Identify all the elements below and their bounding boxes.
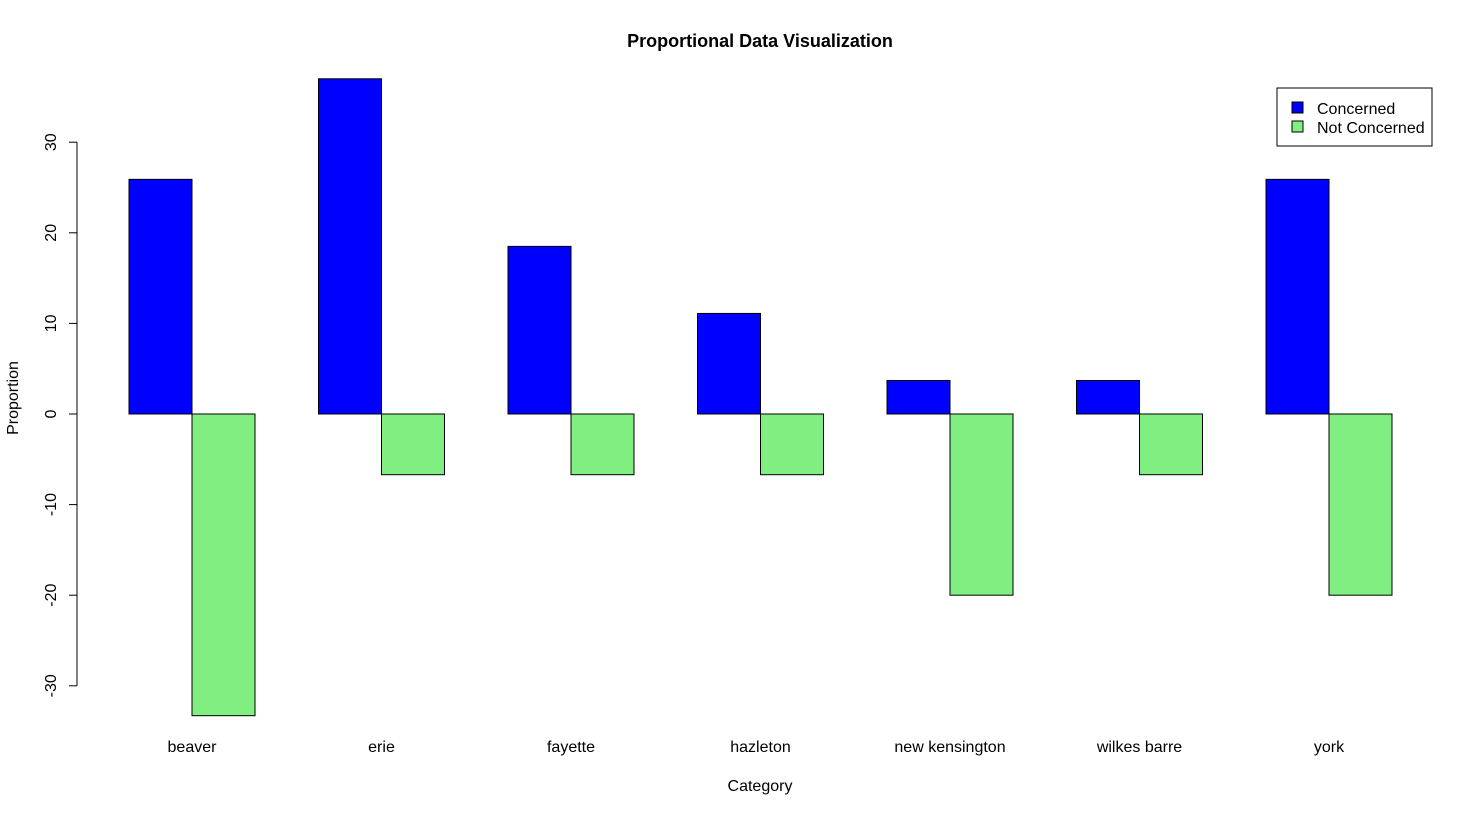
y-axis-label: Proportion (5, 361, 22, 435)
y-axis: -30 -20 -10 0 10 20 30 (43, 133, 78, 697)
bar-concerned-york (1265, 178, 1330, 415)
bar-not-concerned-wilkes-barre (1139, 413, 1203, 476)
x-tick-label: erie (368, 739, 395, 756)
legend-label-concerned: Concerned (1317, 101, 1395, 118)
y-tick-label: 30 (43, 133, 60, 151)
bar-not-concerned-erie (381, 413, 445, 476)
y-tick-label: 20 (43, 224, 60, 242)
x-tick-label: new kensington (894, 739, 1005, 756)
x-tick-label: fayette (547, 739, 595, 756)
legend-label-not-concerned: Not Concerned (1317, 120, 1425, 137)
y-tick-label: -10 (43, 493, 60, 516)
x-axis-label: Category (728, 778, 793, 795)
bar-concerned-erie (318, 78, 382, 415)
bar-concerned-new-kensington (886, 379, 951, 415)
x-tick-label: hazleton (730, 739, 791, 756)
bar-not-concerned-york (1328, 413, 1393, 596)
legend-box (1276, 87, 1433, 147)
x-tick-label: wilkes barre (1096, 739, 1182, 756)
y-tick-label: 10 (43, 314, 60, 332)
chart-title: Proportional Data Visualization (627, 31, 893, 51)
y-tick-label: -30 (43, 674, 60, 697)
bar-not-concerned-hazleton (760, 413, 824, 476)
bar-concerned-beaver (128, 178, 193, 415)
legend: Concerned Not Concerned (1276, 87, 1433, 147)
legend-swatch-concerned (1291, 101, 1304, 114)
x-tick-label: beaver (168, 739, 218, 756)
x-tick-label: york (1314, 739, 1345, 756)
x-tick-labels: beaver erie fayette hazleton new kensington w… (168, 739, 1346, 756)
bars-group (128, 78, 1393, 717)
y-tick-label: -20 (43, 584, 60, 607)
bar-not-concerned-fayette (570, 413, 635, 476)
bar-concerned-wilkes-barre (1076, 379, 1140, 415)
y-tick-label: 0 (43, 409, 60, 418)
bar-not-concerned-beaver (191, 413, 256, 717)
bar-not-concerned-new-kensington (949, 413, 1014, 596)
bar-concerned-fayette (507, 245, 572, 415)
legend-swatch-not-concerned (1291, 120, 1304, 133)
bar-concerned-hazleton (697, 312, 761, 415)
